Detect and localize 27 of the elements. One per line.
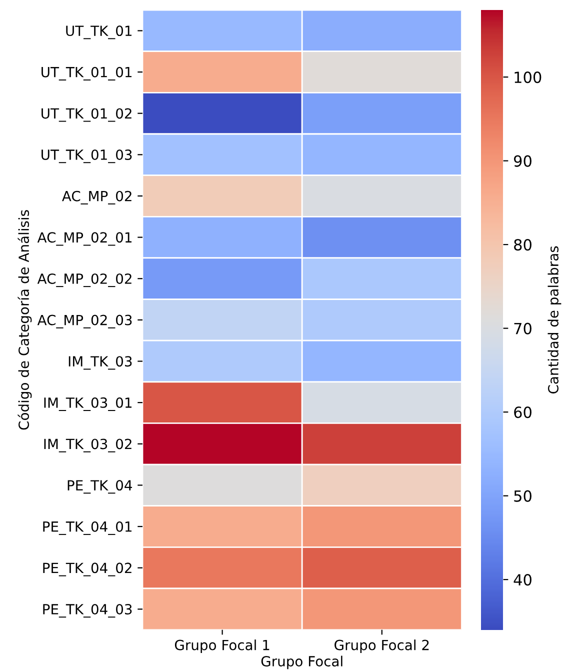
color-bar-label: 50: [514, 490, 532, 502]
y-tick-label: UT_TK_01: [66, 26, 132, 40]
y-tick-label: PE_TK_04_02: [43, 562, 132, 576]
x-tick-label: Grupo Focal 2: [334, 640, 429, 653]
y-tick-label: UT_TK_01_01: [42, 66, 132, 80]
y-tick-label: UT_TK_01_02: [42, 108, 132, 122]
y-axis-title: Código de Categoría de Análisis: [18, 210, 32, 430]
x-axis-title: Grupo Focal: [261, 656, 342, 670]
y-tick-label: IM_TK_03_02: [44, 438, 132, 452]
y-tick-label: IM_TK_03: [68, 356, 132, 370]
x-tick-label: Grupo Focal 1: [174, 640, 270, 653]
color-bar-label: 60: [514, 406, 532, 418]
color-bar-label: 80: [514, 239, 532, 251]
y-tick-label: IM_TK_03_01: [44, 397, 132, 411]
color-bar-title: Cantidad de palabras: [548, 246, 562, 394]
y-tick-label: AC_MP_02_02: [37, 273, 132, 288]
y-tick-label: AC_MP_02: [62, 190, 132, 204]
y-tick-label: AC_MP_02_03: [37, 314, 132, 328]
color-bar-label: 40: [514, 574, 532, 586]
color-bar-label: 90: [514, 155, 532, 167]
color-bar-label: 70: [514, 322, 532, 334]
y-tick-label: PE_TK_04: [68, 480, 132, 494]
y-tick-label: UT_TK_01_03: [42, 150, 132, 164]
color-bar-label: 100: [514, 72, 542, 84]
y-tick-label: PE_TK_04_01: [43, 521, 132, 535]
y-tick-label: AC_MP_02_01: [37, 232, 132, 246]
y-tick-label: PE_TK_04_03: [43, 604, 132, 618]
